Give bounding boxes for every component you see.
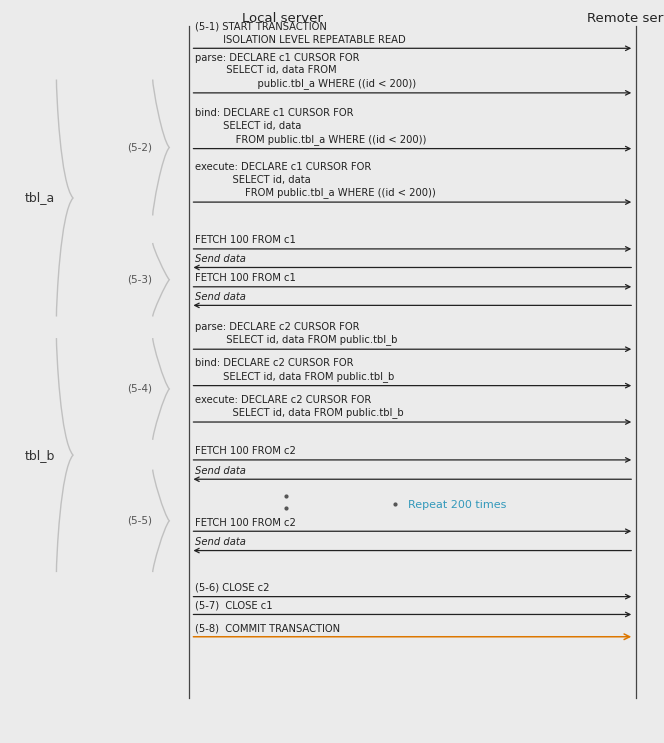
Text: Send data: Send data: [195, 254, 246, 264]
Text: Send data: Send data: [195, 537, 246, 547]
Text: (5-7)  CLOSE c1: (5-7) CLOSE c1: [195, 601, 272, 611]
Text: FETCH 100 FROM c1: FETCH 100 FROM c1: [195, 273, 295, 283]
Text: bind: DECLARE c1 CURSOR FOR
         SELECT id, data
             FROM public.tb: bind: DECLARE c1 CURSOR FOR SELECT id, d…: [195, 108, 426, 145]
Text: FETCH 100 FROM c1: FETCH 100 FROM c1: [195, 236, 295, 245]
Text: (5-3): (5-3): [127, 275, 152, 285]
Text: FETCH 100 FROM c2: FETCH 100 FROM c2: [195, 447, 295, 456]
Text: bind: DECLARE c2 CURSOR FOR
         SELECT id, data FROM public.tbl_b: bind: DECLARE c2 CURSOR FOR SELECT id, d…: [195, 358, 394, 382]
Text: parse: DECLARE c1 CURSOR FOR
          SELECT id, data FROM
                    : parse: DECLARE c1 CURSOR FOR SELECT id, …: [195, 53, 416, 89]
Text: parse: DECLARE c2 CURSOR FOR
          SELECT id, data FROM public.tbl_b: parse: DECLARE c2 CURSOR FOR SELECT id, …: [195, 322, 397, 345]
Text: tbl_a: tbl_a: [25, 192, 55, 204]
Text: Remote server: Remote server: [587, 12, 664, 25]
Text: Repeat 200 times: Repeat 200 times: [408, 500, 507, 510]
Text: FETCH 100 FROM c2: FETCH 100 FROM c2: [195, 518, 295, 528]
Text: (5-4): (5-4): [127, 384, 152, 394]
Text: (5-5): (5-5): [127, 516, 152, 526]
Text: (5-8)  COMMIT TRANSACTION: (5-8) COMMIT TRANSACTION: [195, 623, 340, 633]
Text: execute: DECLARE c2 CURSOR FOR
            SELECT id, data FROM public.tbl_b: execute: DECLARE c2 CURSOR FOR SELECT id…: [195, 395, 403, 418]
Text: Send data: Send data: [195, 292, 246, 302]
Text: (5-1) START TRANSACTION
         ISOLATION LEVEL REPEATABLE READ: (5-1) START TRANSACTION ISOLATION LEVEL …: [195, 22, 405, 45]
Text: (5-2): (5-2): [127, 143, 152, 152]
Text: execute: DECLARE c1 CURSOR FOR
            SELECT id, data
                FROM : execute: DECLARE c1 CURSOR FOR SELECT id…: [195, 162, 436, 198]
Text: (5-6) CLOSE c2: (5-6) CLOSE c2: [195, 583, 269, 593]
Text: tbl_b: tbl_b: [25, 449, 55, 461]
Text: Send data: Send data: [195, 466, 246, 476]
Text: Local server: Local server: [242, 12, 323, 25]
